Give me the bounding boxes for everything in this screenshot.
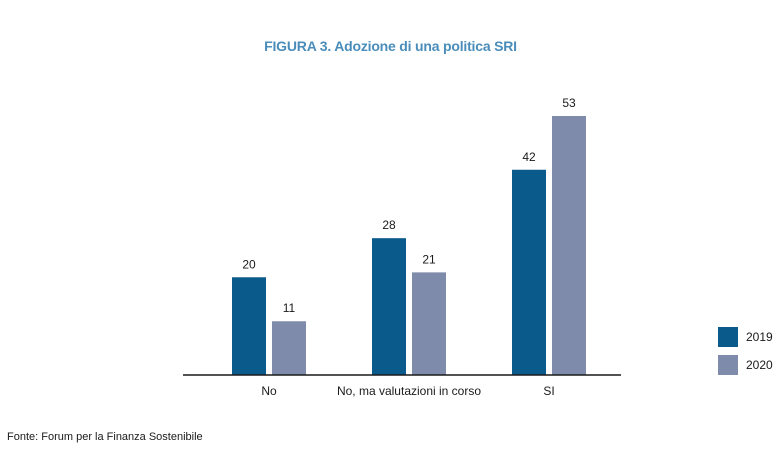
legend-label-2020: 2020	[746, 358, 773, 372]
source-note: Fonte: Forum per la Finanza Sostenibile	[7, 431, 203, 443]
value-label-2020-2: 53	[562, 96, 576, 110]
bar-2020-2	[552, 116, 586, 375]
value-label-2019-0: 20	[242, 257, 256, 271]
value-labels-group: 20 28 42 11 21 53	[242, 96, 576, 315]
bar-2019-0	[232, 277, 266, 375]
category-label-2: SI	[543, 384, 554, 398]
legend-label-2019: 2019	[746, 330, 773, 344]
bar-2020-0	[272, 321, 306, 375]
bar-2019-2	[512, 169, 546, 375]
legend-swatch-2020	[718, 355, 738, 375]
legend-swatch-2019	[718, 327, 738, 347]
chart-title: FIGURA 3. Adozione di una politica SRI	[264, 38, 517, 54]
value-label-2019-2: 42	[522, 150, 536, 164]
legend-item-2019: 2019	[718, 327, 773, 347]
bars-group	[232, 116, 586, 375]
value-label-2019-1: 28	[382, 218, 396, 232]
category-label-1: No, ma valutazioni in corso	[337, 384, 481, 398]
category-label-0: No	[261, 384, 277, 398]
category-labels-group: No No, ma valutazioni in corso SI	[261, 384, 554, 398]
bar-2019-1	[372, 238, 406, 375]
value-label-2020-0: 11	[283, 301, 296, 315]
value-label-2020-1: 21	[422, 252, 436, 266]
bar-2020-1	[412, 272, 446, 375]
legend-item-2020: 2020	[718, 355, 773, 375]
